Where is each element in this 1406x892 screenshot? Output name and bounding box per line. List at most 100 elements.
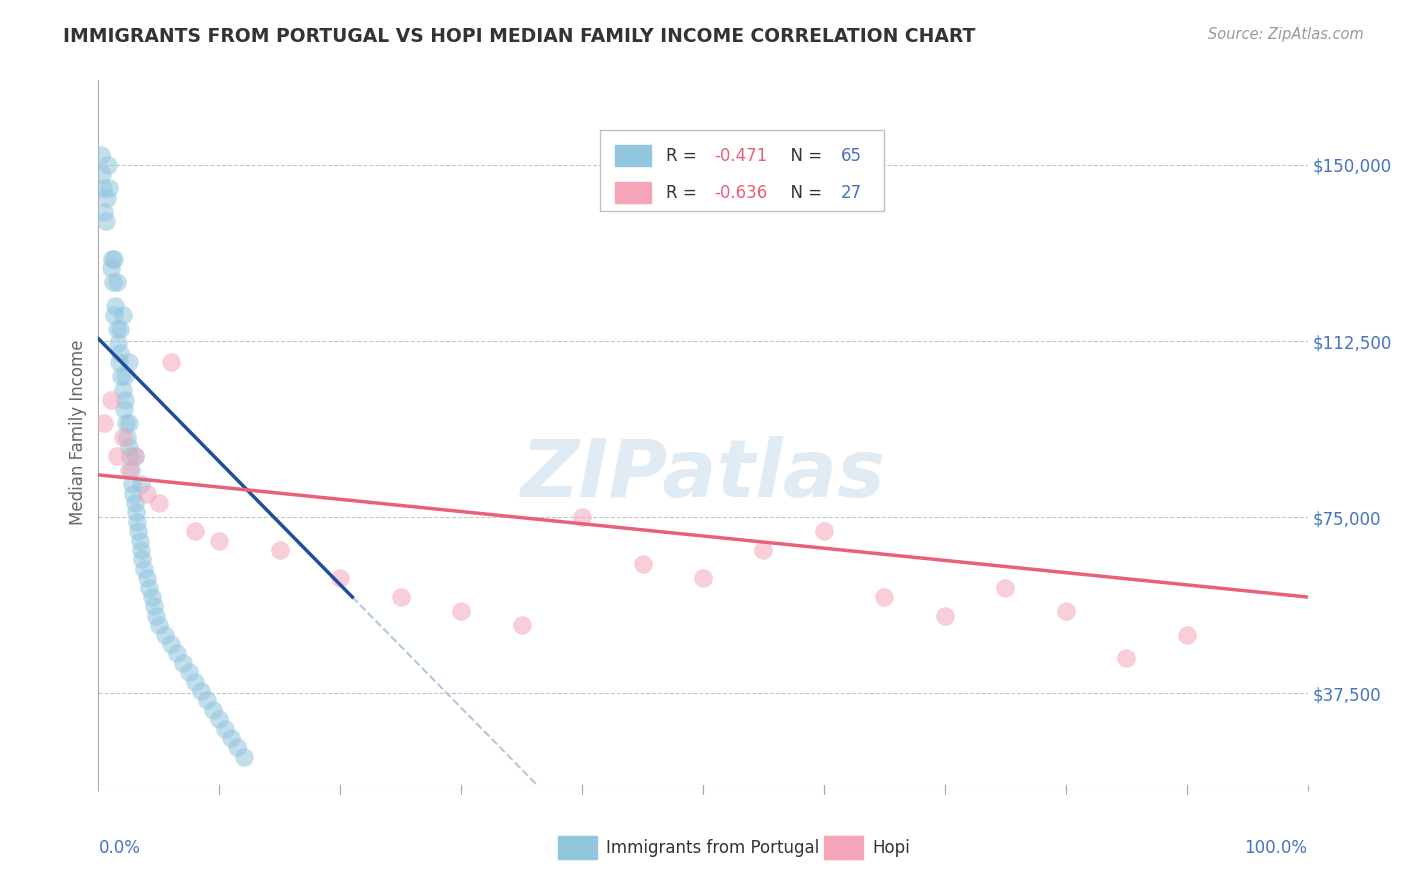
Point <box>111 430 134 444</box>
Point <box>100 261 122 276</box>
Point <box>100 252 122 266</box>
Point <box>105 322 128 336</box>
FancyBboxPatch shape <box>614 182 651 203</box>
Point <box>226 740 249 755</box>
Point <box>752 543 775 558</box>
Text: ZIPatlas: ZIPatlas <box>520 436 886 514</box>
Point <box>813 524 835 539</box>
Point <box>153 627 176 641</box>
Point <box>166 647 188 661</box>
Text: 0.0%: 0.0% <box>98 839 141 857</box>
Point <box>134 562 156 576</box>
Point <box>98 181 121 195</box>
Point <box>148 496 170 510</box>
Point <box>118 440 141 454</box>
Point <box>108 355 131 369</box>
Point <box>111 308 134 322</box>
Text: -0.471: -0.471 <box>714 146 768 164</box>
Point <box>93 416 115 430</box>
Point <box>631 557 654 571</box>
Point <box>1054 604 1077 618</box>
FancyBboxPatch shape <box>558 837 596 859</box>
Point <box>90 148 112 162</box>
Point <box>214 722 236 736</box>
Point <box>510 618 533 632</box>
Text: 27: 27 <box>841 184 862 202</box>
Text: 65: 65 <box>841 146 862 164</box>
Point <box>208 712 231 726</box>
Point <box>128 533 150 548</box>
Text: N =: N = <box>780 184 828 202</box>
Text: N =: N = <box>780 146 828 164</box>
Point <box>110 369 132 384</box>
Text: R =: R = <box>665 146 702 164</box>
Point <box>114 369 136 384</box>
Point <box>190 684 212 698</box>
Point <box>111 384 134 398</box>
Point <box>873 590 896 604</box>
Point <box>208 533 231 548</box>
Point <box>125 506 148 520</box>
Point <box>107 336 129 351</box>
Point <box>120 463 142 477</box>
Point <box>195 693 218 707</box>
Point <box>118 463 141 477</box>
Point <box>221 731 243 745</box>
Text: 100.0%: 100.0% <box>1244 839 1308 857</box>
Point <box>96 191 118 205</box>
Point <box>184 674 207 689</box>
Point <box>138 581 160 595</box>
Point <box>172 656 194 670</box>
Point <box>105 449 128 463</box>
Point <box>994 581 1017 595</box>
Point <box>1175 627 1198 641</box>
Point <box>114 392 136 407</box>
Point <box>329 571 352 585</box>
Text: Immigrants from Portugal: Immigrants from Portugal <box>606 839 820 857</box>
Point <box>100 392 122 407</box>
Point <box>141 590 163 604</box>
Point <box>108 345 131 359</box>
Text: IMMIGRANTS FROM PORTUGAL VS HOPI MEDIAN FAMILY INCOME CORRELATION CHART: IMMIGRANTS FROM PORTUGAL VS HOPI MEDIAN … <box>63 27 976 45</box>
Y-axis label: Median Family Income: Median Family Income <box>69 340 87 525</box>
Point <box>934 608 956 623</box>
Point <box>91 167 114 181</box>
Point <box>112 402 135 417</box>
Point <box>269 543 291 558</box>
Text: R =: R = <box>665 184 702 202</box>
Point <box>127 524 149 539</box>
Text: -0.636: -0.636 <box>714 184 768 202</box>
Point <box>122 486 145 500</box>
Point <box>118 449 141 463</box>
Point <box>571 510 593 524</box>
Point <box>118 355 141 369</box>
Point <box>160 355 183 369</box>
Point <box>450 604 472 618</box>
Point <box>124 449 146 463</box>
Point <box>202 703 225 717</box>
Point <box>103 252 125 266</box>
Point <box>135 486 157 500</box>
Text: Hopi: Hopi <box>872 839 910 857</box>
Point <box>692 571 714 585</box>
Point <box>160 637 183 651</box>
Point <box>232 749 254 764</box>
Point <box>389 590 412 604</box>
Point <box>97 158 120 172</box>
Point <box>179 665 201 680</box>
Point <box>129 543 152 558</box>
Point <box>131 552 153 566</box>
Point <box>91 181 114 195</box>
Point <box>118 416 141 430</box>
Point <box>148 618 170 632</box>
Point <box>105 275 128 289</box>
Point <box>115 416 138 430</box>
Point <box>145 608 167 623</box>
Point <box>127 515 149 529</box>
Point <box>129 477 152 491</box>
FancyBboxPatch shape <box>614 145 651 166</box>
Point <box>124 496 146 510</box>
Point <box>94 214 117 228</box>
Point <box>104 299 127 313</box>
Point <box>108 322 131 336</box>
